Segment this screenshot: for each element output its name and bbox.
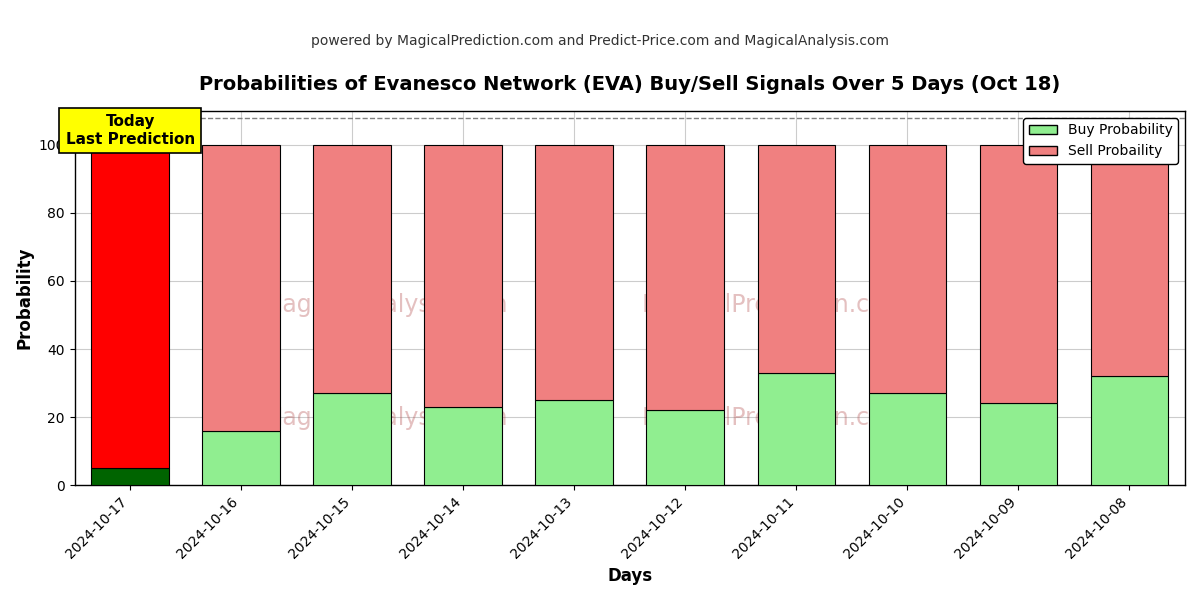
Text: powered by MagicalPrediction.com and Predict-Price.com and MagicalAnalysis.com: powered by MagicalPrediction.com and Pre… [311, 34, 889, 48]
Bar [1091, 376, 1169, 485]
Bar [313, 393, 391, 485]
Bar [757, 145, 835, 373]
Text: MagicalAnalysis.com: MagicalAnalysis.com [263, 406, 509, 430]
Legend: Buy Probability, Sell Probaility: Buy Probability, Sell Probaility [1024, 118, 1178, 164]
Y-axis label: Probability: Probability [16, 247, 34, 349]
Text: MagicalPrediction.com: MagicalPrediction.com [642, 293, 907, 317]
Text: Today
Last Prediction: Today Last Prediction [66, 114, 194, 146]
Bar [979, 145, 1057, 403]
Bar [203, 431, 280, 485]
Bar [869, 145, 947, 393]
Bar [535, 400, 613, 485]
Bar [313, 145, 391, 393]
Bar [869, 393, 947, 485]
Bar [1091, 145, 1169, 376]
Bar [647, 410, 725, 485]
Bar [203, 145, 280, 431]
Bar [979, 403, 1057, 485]
Bar [91, 145, 169, 468]
Bar [757, 373, 835, 485]
Title: Probabilities of Evanesco Network (EVA) Buy/Sell Signals Over 5 Days (Oct 18): Probabilities of Evanesco Network (EVA) … [199, 75, 1061, 94]
Bar [647, 145, 725, 410]
Bar [425, 145, 502, 407]
Text: MagicalPrediction.com: MagicalPrediction.com [642, 406, 907, 430]
X-axis label: Days: Days [607, 567, 653, 585]
Text: MagicalAnalysis.com: MagicalAnalysis.com [263, 293, 509, 317]
Bar [535, 145, 613, 400]
Bar [425, 407, 502, 485]
Bar [91, 468, 169, 485]
